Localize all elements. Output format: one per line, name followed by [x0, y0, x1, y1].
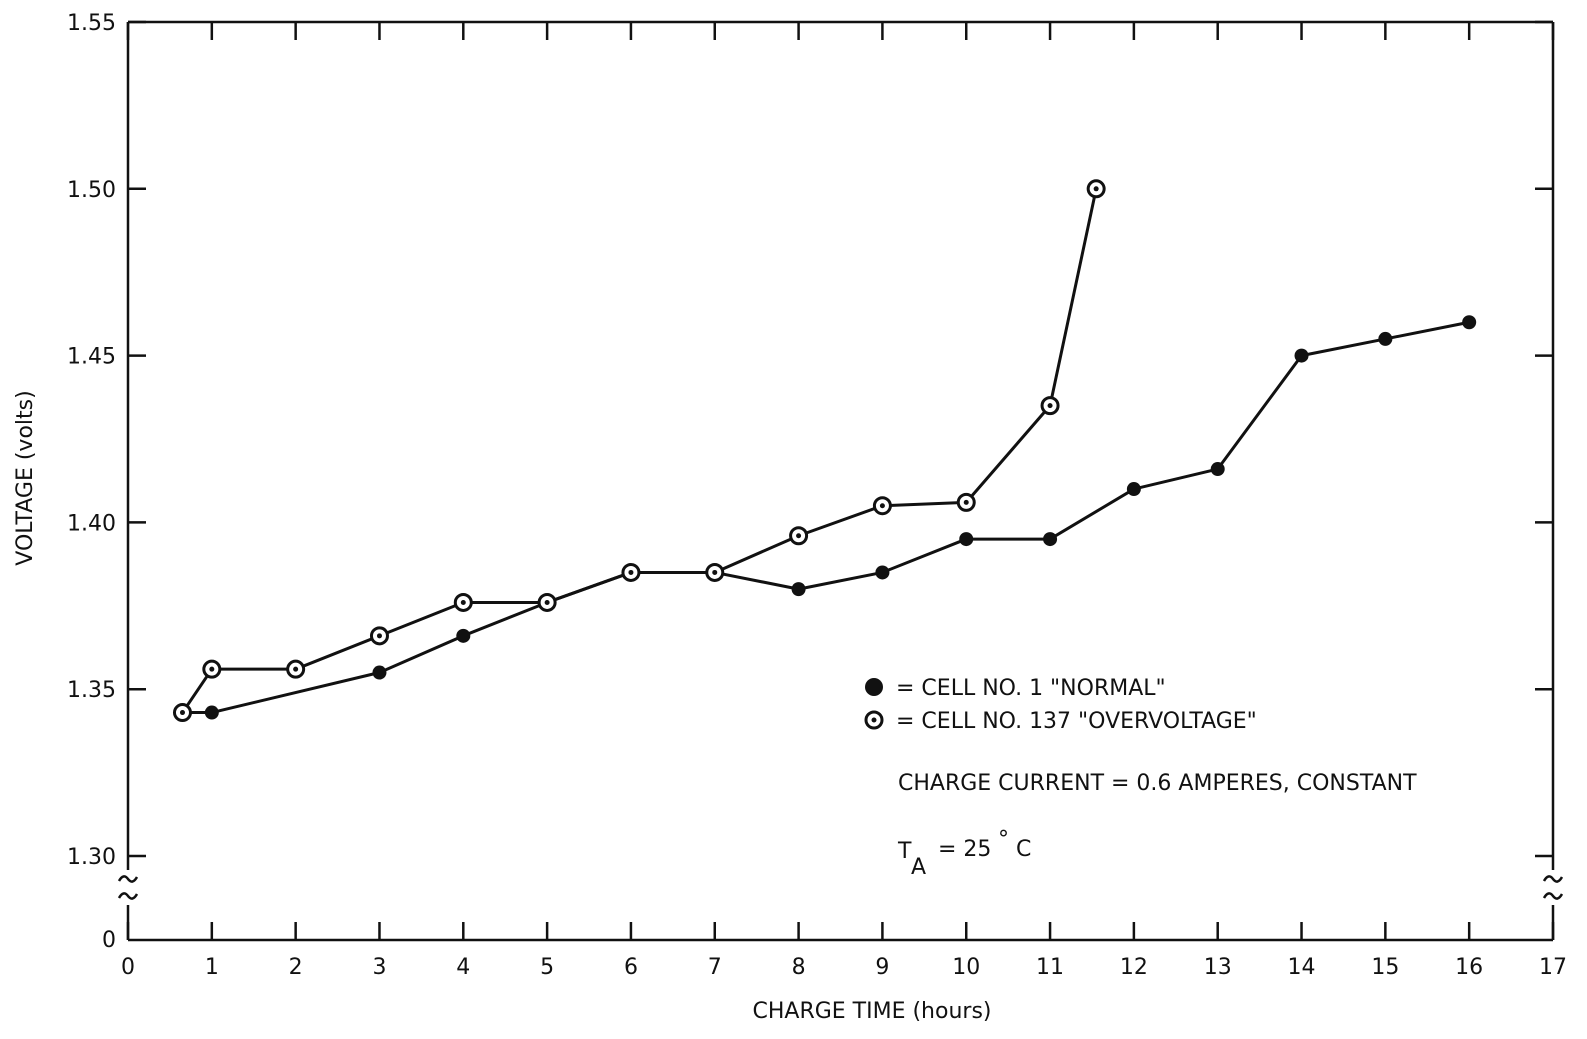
x-tick-label: 15 — [1371, 955, 1399, 980]
data-point-normal — [372, 665, 387, 680]
x-tick-label: 1 — [205, 955, 219, 980]
legend-marker-overvoltage-dot — [871, 717, 877, 723]
data-point-overvoltage-dot — [1047, 403, 1053, 409]
y-tick-label: 1.40 — [67, 511, 116, 536]
y-axis-title: VOLTAGE (volts) — [13, 390, 38, 565]
data-point-overvoltage-dot — [179, 710, 185, 716]
series-line-overvoltage — [181, 188, 1098, 714]
data-point-normal — [875, 565, 890, 580]
x-tick-label: 4 — [456, 955, 470, 980]
right-axis-break-mark-1 — [1542, 875, 1564, 883]
data-point-overvoltage-dot — [628, 569, 634, 575]
x-tick-label: 2 — [289, 955, 303, 980]
data-point-normal — [1043, 532, 1058, 547]
charge-current-note: CHARGE CURRENT = 0.6 AMPERES, CONSTANT — [898, 771, 1417, 796]
y-tick-label: 1.30 — [67, 845, 116, 870]
x-tick-label: 3 — [372, 955, 386, 980]
y-tick-label: 1.55 — [67, 11, 116, 36]
x-tick-label: 14 — [1288, 955, 1316, 980]
temp-symbol: T — [897, 839, 912, 864]
temp-subscript: A — [911, 855, 926, 880]
x-tick-label: 8 — [792, 955, 806, 980]
data-point-normal — [1294, 348, 1309, 363]
data-point-overvoltage-dot — [963, 499, 969, 505]
data-point-normal — [791, 582, 806, 597]
x-tick-label: 10 — [952, 955, 980, 980]
data-point-overvoltage-dot — [293, 666, 299, 672]
data-point-normal — [1462, 315, 1477, 330]
data-point-overvoltage-dot — [712, 569, 718, 575]
x-tick-label: 16 — [1455, 955, 1483, 980]
y-tick-label: 1.50 — [67, 178, 116, 203]
series-line-normal — [182, 320, 1470, 715]
temperature-note: T A = 25 ° C — [897, 827, 1031, 880]
data-point-overvoltage-dot — [376, 633, 382, 639]
data-point-overvoltage-dot — [879, 503, 885, 509]
x-tick-label: 0 — [121, 955, 135, 980]
data-point-overvoltage-dot — [1093, 186, 1099, 192]
right-axis-break-mark-2 — [1542, 892, 1564, 900]
temp-value: = 25 — [938, 837, 991, 862]
data-point-overvoltage-dot — [796, 533, 802, 539]
legend: = CELL NO. 1 "NORMAL" = CELL NO. 137 "OV… — [864, 676, 1257, 734]
x-tick-label: 6 — [624, 955, 638, 980]
data-point-normal — [456, 628, 471, 643]
data-point-overvoltage-dot — [209, 666, 215, 672]
x-tick-label: 7 — [708, 955, 722, 980]
temp-unit: C — [1016, 837, 1031, 862]
x-tick-label: 17 — [1539, 955, 1567, 980]
y-tick-label-zero: 0 — [102, 928, 116, 953]
data-point-normal — [1210, 462, 1225, 477]
data-point-normal — [1126, 482, 1141, 497]
plot-frame — [117, 20, 1564, 942]
data-point-normal — [959, 532, 974, 547]
y-tick-label: 1.45 — [67, 345, 116, 370]
axis-ticks: 00 1 2 3 4 5 6 7 8 9 10 11 12 13 14 15 16 171.301.351.401… — [67, 11, 1567, 980]
series-layer — [172, 179, 1477, 723]
y-tick-label: 1.35 — [67, 678, 116, 703]
data-point-overvoltage-dot — [544, 599, 550, 605]
legend-marker-normal — [865, 678, 883, 696]
data-point-normal — [204, 705, 219, 720]
x-tick-label: 12 — [1120, 955, 1148, 980]
data-point-overvoltage-dot — [460, 599, 466, 605]
x-tick-label: 11 — [1036, 955, 1064, 980]
data-point-normal — [1378, 331, 1393, 346]
legend-label-overvoltage: = CELL NO. 137 "OVERVOLTAGE" — [896, 709, 1257, 734]
left-axis-break-mark-2 — [117, 892, 139, 900]
x-axis-title: CHARGE TIME (hours) — [752, 999, 991, 1024]
x-tick-label: 9 — [875, 955, 889, 980]
x-tick-label: 5 — [540, 955, 554, 980]
left-axis-break-mark-1 — [117, 875, 139, 883]
temp-degree: ° — [998, 827, 1009, 852]
legend-label-normal: = CELL NO. 1 "NORMAL" — [896, 676, 1166, 701]
x-tick-label: 13 — [1204, 955, 1232, 980]
